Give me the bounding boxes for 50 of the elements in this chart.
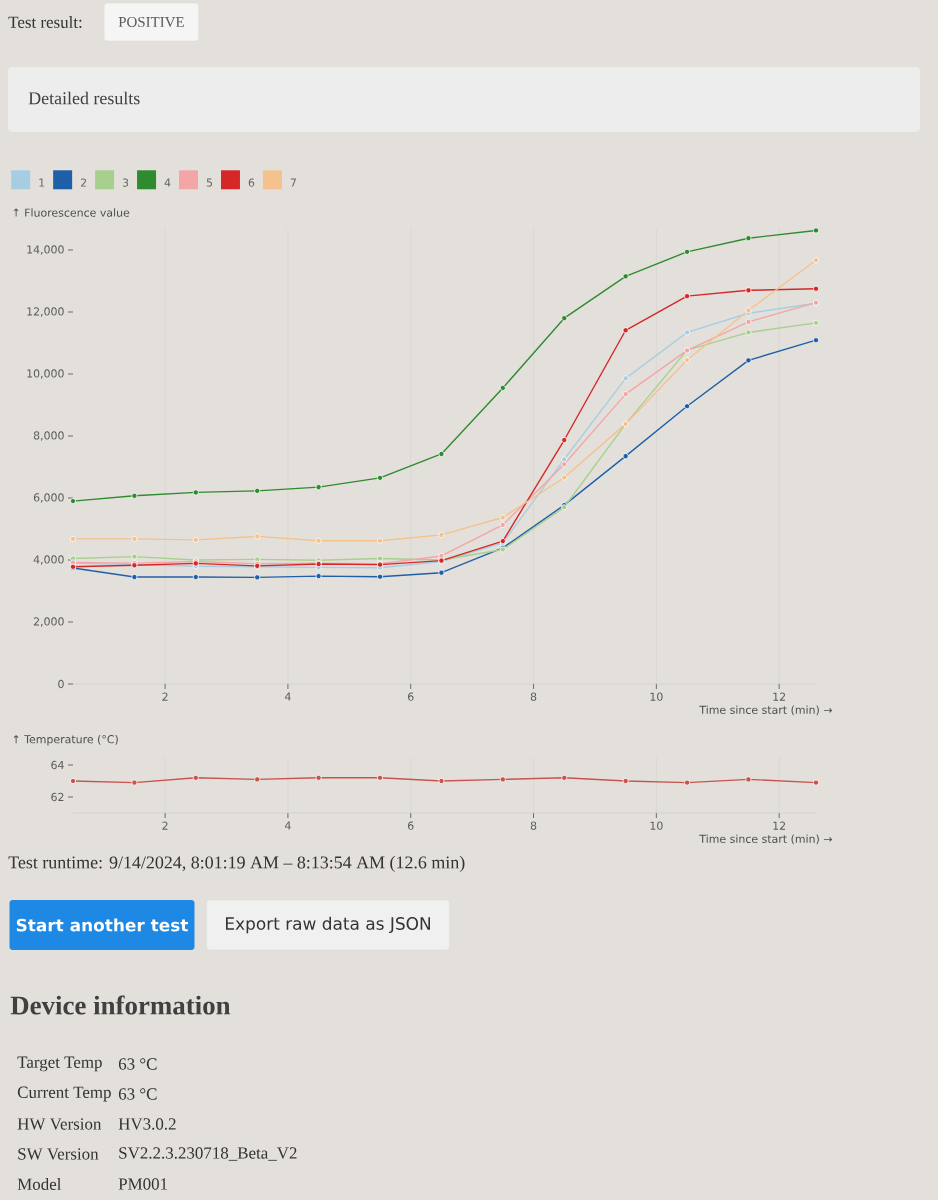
legend-label: 5 xyxy=(206,178,213,187)
y-tick-label: 10,000 xyxy=(27,369,64,379)
x-tick-label: 4 xyxy=(284,821,291,830)
text: Test result: xyxy=(8,16,82,28)
y-tick-label: 6,000 xyxy=(33,493,64,503)
legend-label: 4 xyxy=(164,178,171,187)
y-tick-label: 14,000 xyxy=(27,245,64,255)
text: Export raw data as JSON xyxy=(226,916,430,934)
text: SW Version xyxy=(18,1148,99,1160)
y-axis-title: ↑ Temperature (°C) xyxy=(13,734,118,746)
text: HW Version xyxy=(17,1118,102,1130)
y-tick-label: 2,000 xyxy=(33,617,64,627)
legend-label: 7 xyxy=(290,178,296,187)
y-tick-label: 12,000 xyxy=(27,307,64,317)
x-axis-title: Time since start (min) → xyxy=(699,834,832,845)
text: HV3.0.2 xyxy=(118,1118,176,1130)
x-tick-label: 10 xyxy=(650,692,663,701)
text: Test runtime: 9/14/2024, 8:01:19 AM – 8:13:54 AM (12.6 min) xyxy=(8,855,465,873)
y-tick-label: 8,000 xyxy=(33,431,64,441)
y-tick-label: 64 xyxy=(51,760,64,770)
text: POSITIVE xyxy=(118,16,184,28)
legend-label: 6 xyxy=(248,178,255,187)
legend-label: 3 xyxy=(122,178,129,187)
text: Model xyxy=(17,1178,62,1190)
x-tick-label: 2 xyxy=(162,821,168,830)
x-tick-label: 12 xyxy=(773,692,786,701)
y-tick-label: 4,000 xyxy=(33,555,64,565)
text: 63 °C xyxy=(118,1058,157,1070)
text: Current Temp xyxy=(17,1086,111,1102)
x-tick-label: 4 xyxy=(284,692,291,701)
x-tick-label: 2 xyxy=(162,692,168,701)
y-axis-title: ↑ Fluorescence value xyxy=(13,208,130,217)
x-tick-label: 6 xyxy=(408,692,414,701)
x-tick-label: 6 xyxy=(408,821,414,830)
text: SV2.2.3.230718_Beta_V2 xyxy=(119,1147,297,1161)
text: Detailed results xyxy=(28,91,140,105)
text: 63 °C xyxy=(118,1088,157,1100)
text: PM001 xyxy=(118,1178,168,1190)
text: Device information xyxy=(10,995,231,1015)
y-tick-label: 62 xyxy=(51,792,64,802)
legend-label: 1 xyxy=(39,178,45,187)
x-axis-title: Time since start (min) → xyxy=(699,705,832,716)
x-tick-label: 12 xyxy=(773,821,786,830)
x-tick-label: 8 xyxy=(530,692,537,701)
x-tick-label: 8 xyxy=(530,821,537,830)
legend-label: 2 xyxy=(80,178,87,187)
text: Target Temp xyxy=(17,1056,102,1072)
text: Start another test xyxy=(16,918,189,932)
x-tick-label: 10 xyxy=(650,821,663,830)
y-tick-label: 0 xyxy=(58,679,64,689)
